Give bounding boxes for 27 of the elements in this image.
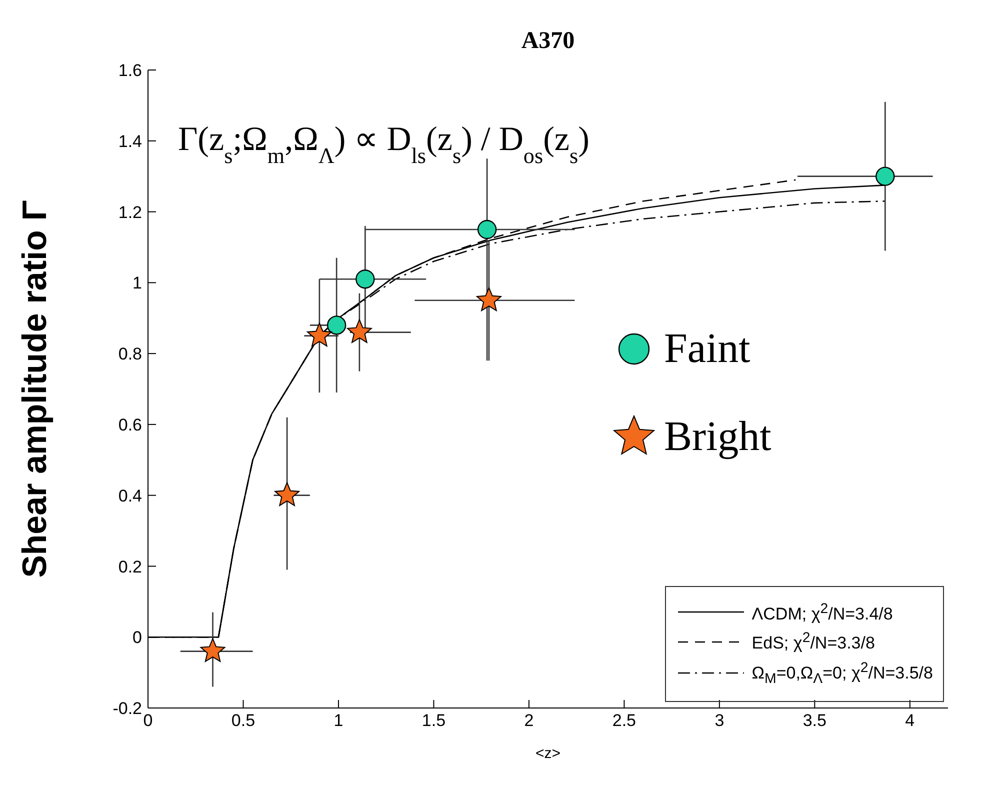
legend-label: ΛCDM; χ$^{2}$/N=3.4/8 [752,600,893,624]
x-tick-label: 1.5 [422,711,446,730]
y-tick-label: 0.6 [118,415,142,434]
legend-label: EdS; χ$^{2}$/N=3.3/8 [752,630,875,654]
y-tick-label: 1.6 [118,61,142,80]
y-tick-label: 0.8 [118,344,142,364]
x-tick-label: 2 [524,711,534,730]
y-tick-label: -0.2 [112,699,142,718]
legend-label: Faint [664,325,750,374]
x-axis-title: <z> [535,745,561,762]
x-tick-label: 3.5 [802,711,826,730]
chart-title: A370 [521,28,575,54]
x-tick-label: 0.5 [231,711,256,730]
y-tick-label: 0 [132,628,142,648]
x-tick-label: 1 [334,711,344,730]
legend-label: Ω$_{M}$=0,Ω$_{Λ}$=0; χ$^{2}$/N=3.5/8 [752,660,933,687]
y-tick-label: 1 [132,274,142,293]
x-tick-label: 2.5 [612,711,636,730]
x-tick-label: 4 [905,711,915,730]
y-axis-title: Shear amplitude ratio Γ [16,200,54,578]
x-tick-label: 3 [714,711,724,730]
legend-label: Bright [664,413,772,462]
y-tick-label: 0.2 [118,557,142,576]
y-tick-label: 1.4 [118,132,142,151]
y-tick-label: 1.2 [118,202,142,222]
y-tick-label: 0.4 [118,486,142,506]
text: Γ(z$_{s}$;Ω$_{m}$,Ω$_{Λ}$) ∝ D$_{ls}$(z$_{s}$) / D$_{os}$(z$_{s}$) [178,121,590,168]
